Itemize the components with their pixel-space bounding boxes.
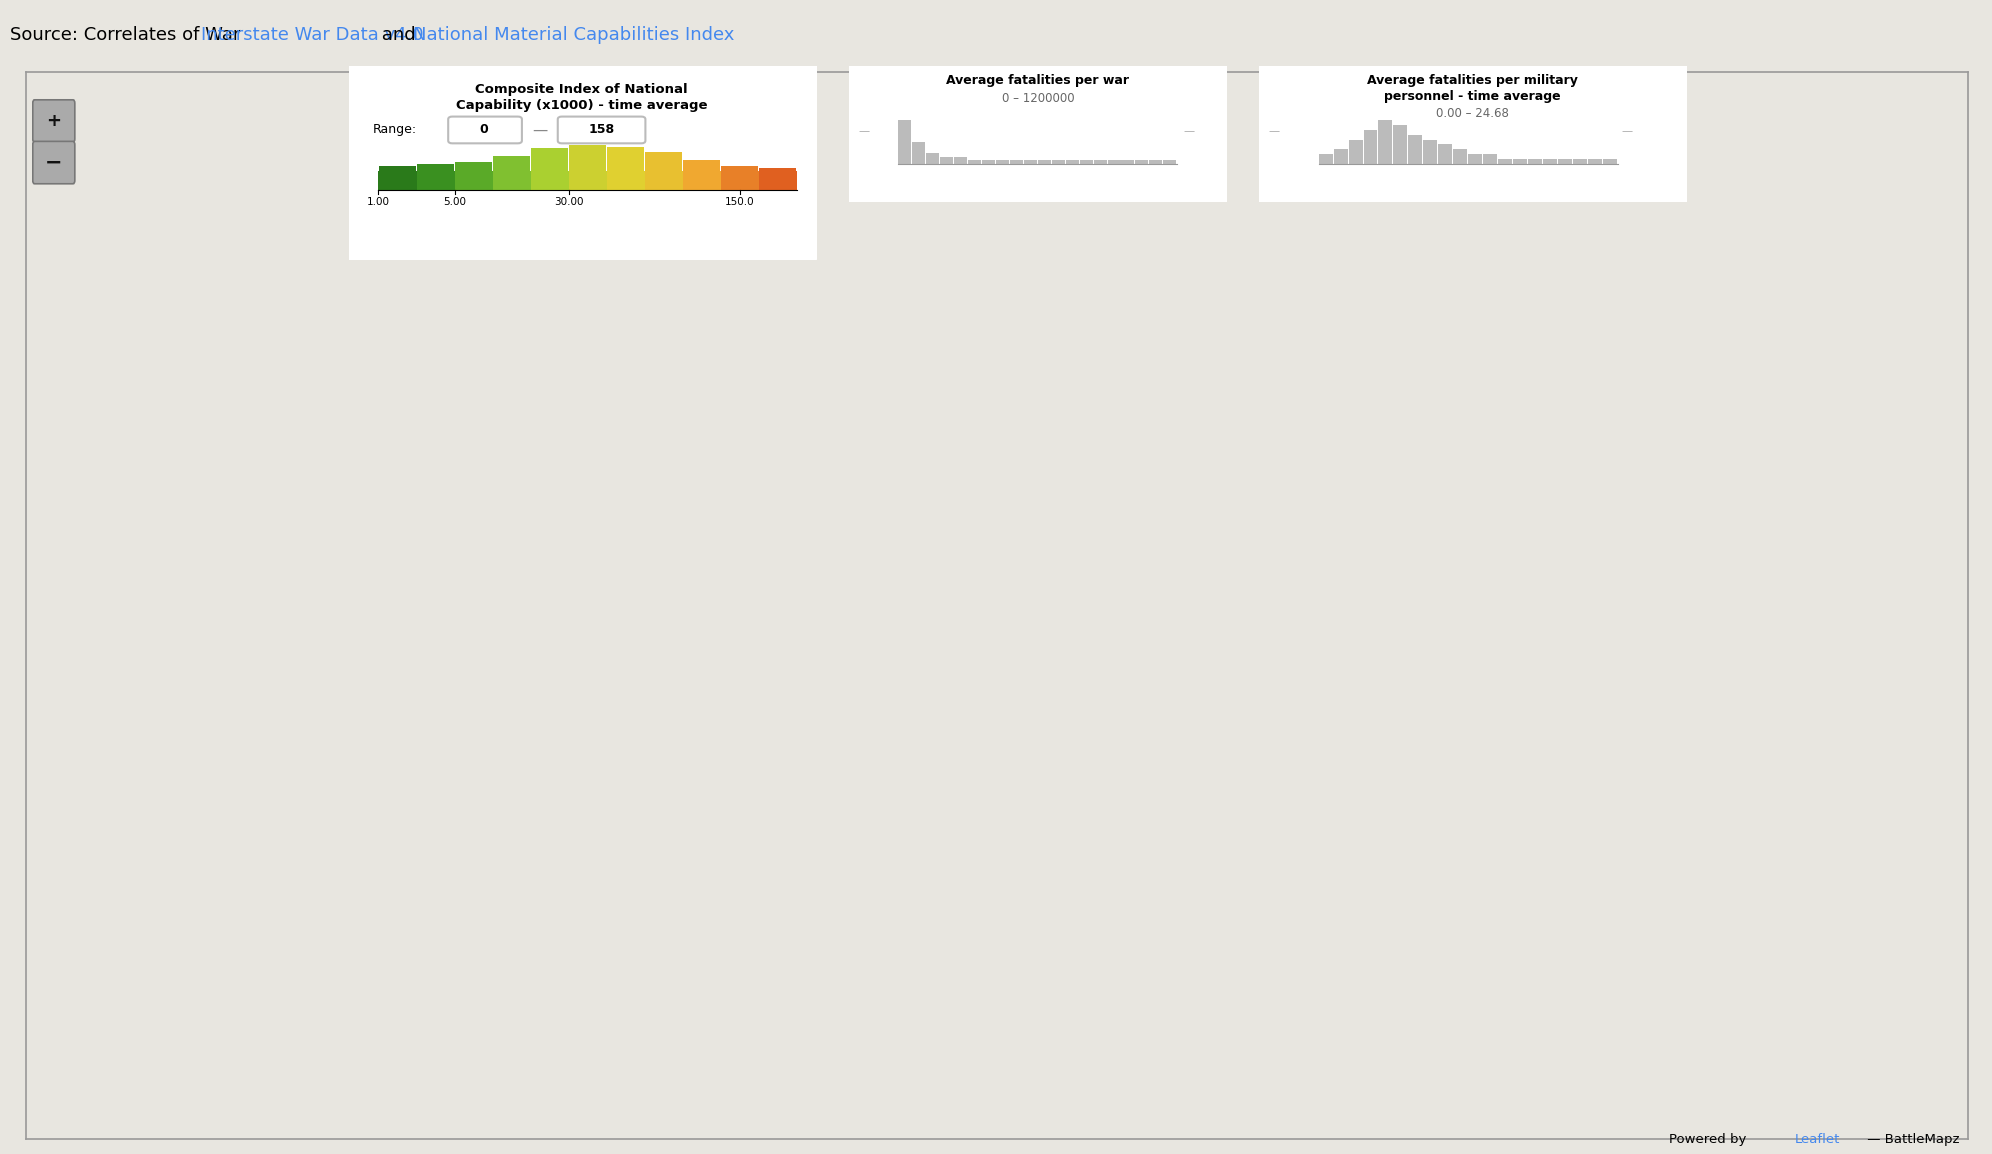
Bar — [1378, 120, 1392, 164]
Bar — [1574, 159, 1586, 164]
Bar — [494, 156, 530, 172]
Bar — [982, 160, 994, 164]
Bar — [1542, 159, 1558, 164]
FancyBboxPatch shape — [32, 142, 76, 183]
Text: Source: Correlates of War: Source: Correlates of War — [10, 25, 247, 44]
Text: and: and — [376, 25, 422, 44]
Text: −: − — [46, 152, 62, 173]
Bar — [645, 172, 683, 190]
Bar — [1528, 159, 1542, 164]
Bar — [1094, 160, 1108, 164]
Text: Range:: Range: — [373, 123, 416, 136]
Text: —: — — [532, 122, 548, 137]
Bar — [1438, 144, 1452, 164]
Bar — [608, 147, 643, 172]
Text: 150.0: 150.0 — [725, 197, 755, 207]
Bar — [1454, 149, 1466, 164]
FancyBboxPatch shape — [347, 65, 819, 261]
Bar — [1408, 135, 1422, 164]
Bar — [954, 157, 968, 164]
FancyBboxPatch shape — [558, 117, 645, 143]
Bar — [721, 166, 759, 172]
Text: Powered by: Powered by — [1669, 1133, 1751, 1146]
Bar — [1038, 160, 1052, 164]
Bar — [1163, 160, 1175, 164]
Bar — [1010, 160, 1024, 164]
Text: National Material Capabilities Index: National Material Capabilities Index — [412, 25, 735, 44]
Bar — [530, 172, 568, 190]
FancyBboxPatch shape — [847, 65, 1229, 203]
Bar — [683, 172, 721, 190]
Bar — [721, 172, 759, 190]
Text: —: — — [1183, 126, 1195, 136]
Bar — [1514, 159, 1526, 164]
Text: —: — — [1621, 126, 1633, 136]
Bar — [1108, 160, 1121, 164]
Bar — [378, 172, 416, 190]
Bar — [1121, 160, 1135, 164]
Text: 5.00: 5.00 — [442, 197, 466, 207]
Text: — BattleMapz: — BattleMapz — [1863, 1133, 1958, 1146]
Bar — [570, 144, 606, 172]
Bar — [645, 152, 681, 172]
Bar — [454, 162, 492, 172]
Bar — [759, 167, 797, 172]
Bar — [1066, 160, 1080, 164]
Bar — [968, 160, 980, 164]
Bar — [1422, 140, 1436, 164]
Bar — [1349, 140, 1363, 164]
Bar — [1394, 125, 1406, 164]
Text: Interstate War Data v4.0: Interstate War Data v4.0 — [201, 25, 422, 44]
Text: 1.00: 1.00 — [367, 197, 390, 207]
Bar — [1482, 155, 1498, 164]
Text: Composite Index of National
Capability (x1000) - time average: Composite Index of National Capability (… — [456, 83, 707, 112]
Bar — [1080, 160, 1094, 164]
Text: —: — — [1269, 126, 1281, 136]
Text: +: + — [46, 112, 62, 130]
Bar — [996, 160, 1008, 164]
Bar — [898, 120, 910, 164]
Bar — [568, 172, 608, 190]
Bar — [1468, 155, 1482, 164]
Bar — [608, 172, 645, 190]
Text: 0 – 1200000: 0 – 1200000 — [1002, 91, 1074, 105]
Bar — [1135, 160, 1147, 164]
Bar — [1052, 160, 1066, 164]
Bar — [492, 172, 530, 190]
Text: Average fatalities per military
personnel - time average: Average fatalities per military personne… — [1367, 74, 1578, 103]
Bar — [378, 166, 416, 172]
FancyBboxPatch shape — [448, 117, 522, 143]
Bar — [1024, 160, 1038, 164]
Text: 30.00: 30.00 — [554, 197, 584, 207]
Bar — [532, 149, 568, 172]
Bar — [1498, 159, 1512, 164]
FancyBboxPatch shape — [1257, 65, 1689, 203]
Text: Average fatalities per war: Average fatalities per war — [946, 74, 1129, 87]
Bar — [454, 172, 492, 190]
Bar — [1149, 160, 1163, 164]
Bar — [416, 172, 454, 190]
Bar — [1602, 159, 1618, 164]
Bar — [416, 164, 454, 172]
Bar — [683, 160, 721, 172]
Text: 0.00 – 24.68: 0.00 – 24.68 — [1436, 106, 1508, 120]
Bar — [1335, 149, 1347, 164]
Text: Leaflet: Leaflet — [1795, 1133, 1841, 1146]
Bar — [912, 142, 924, 164]
FancyBboxPatch shape — [32, 100, 76, 142]
Bar — [759, 172, 797, 190]
Text: 158: 158 — [588, 123, 616, 136]
Bar — [926, 153, 940, 164]
Text: —: — — [859, 126, 871, 136]
Bar — [1363, 130, 1378, 164]
Bar — [1588, 159, 1602, 164]
Bar — [940, 157, 954, 164]
Bar — [1319, 155, 1333, 164]
Text: 0: 0 — [480, 123, 488, 136]
Bar — [1558, 159, 1572, 164]
